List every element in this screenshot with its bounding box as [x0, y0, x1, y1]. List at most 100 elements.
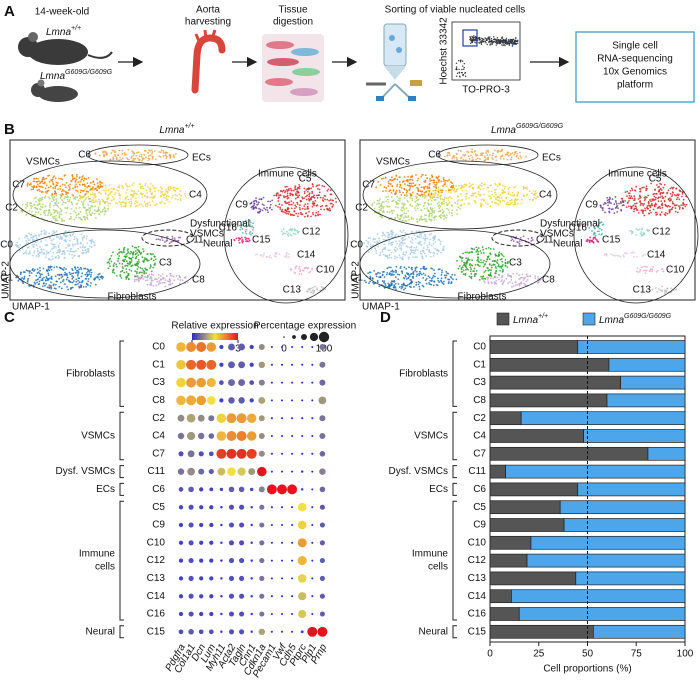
umap-point [164, 154, 167, 157]
umap-point [60, 213, 63, 216]
umap-point [71, 253, 73, 256]
umap-point [404, 231, 407, 234]
cluster-label: C0 [0, 240, 13, 251]
umap-point [482, 198, 485, 201]
dot [178, 611, 184, 617]
umap-point [131, 159, 134, 162]
umap-point [57, 236, 60, 239]
umap-point [480, 259, 482, 261]
umap-point [420, 235, 423, 238]
umap-point [82, 244, 84, 246]
umap-point [496, 196, 498, 199]
umap-point [48, 196, 50, 199]
umap-point [494, 191, 497, 194]
umap-point [53, 199, 55, 202]
umap-point [38, 180, 40, 183]
umap-point [639, 201, 641, 203]
umap-point [134, 197, 137, 200]
umap-point [32, 245, 35, 248]
umap-point [402, 276, 405, 279]
flow-dot [517, 42, 519, 44]
umap-point [398, 176, 401, 179]
row-label: C13 [147, 573, 166, 584]
umap-point [436, 181, 438, 184]
umap-point [441, 271, 443, 274]
umap-point [381, 280, 384, 282]
dot [319, 415, 326, 422]
umap-point [644, 253, 647, 256]
flow-dot [505, 37, 508, 40]
umap-point [638, 194, 641, 197]
umap-point [479, 202, 482, 205]
umap-point [380, 207, 383, 210]
umap-point [471, 264, 474, 267]
umap-point [425, 214, 428, 217]
umap-point [133, 280, 136, 283]
umap-point [630, 230, 633, 233]
umap-point [431, 276, 434, 279]
umap-point [412, 271, 415, 273]
umap-point [53, 266, 56, 269]
umap-point [627, 205, 630, 208]
umap-point [415, 173, 417, 176]
umap-point [85, 248, 87, 251]
umap-point [424, 237, 427, 240]
umap-point [293, 207, 296, 210]
umap-point [432, 195, 435, 198]
bar-segment [530, 535, 686, 550]
flow-dot [514, 42, 517, 44]
umap-point [255, 207, 258, 210]
umap-point [43, 229, 46, 232]
umap-point [297, 212, 300, 215]
umap-point [625, 206, 628, 209]
umap-point [420, 193, 423, 196]
umap-point [536, 196, 539, 198]
umap-point [500, 258, 503, 260]
umap-point [160, 200, 163, 203]
umap-point [109, 158, 112, 161]
umap-point [388, 286, 391, 289]
dot [199, 540, 204, 545]
umap-point [448, 190, 451, 193]
dot [270, 417, 273, 420]
umap-point [245, 221, 248, 224]
umap-point [90, 240, 93, 242]
flow-dot [458, 71, 460, 73]
umap-point [61, 280, 64, 283]
umap-point [41, 198, 44, 201]
umap-point [479, 158, 481, 160]
umap-point [494, 275, 496, 278]
dot [236, 431, 247, 441]
umap-point [661, 202, 664, 205]
umap-point [675, 204, 678, 207]
umap-point [641, 186, 644, 189]
umap-point [102, 151, 104, 154]
umap-point [141, 159, 144, 162]
umap-point [83, 218, 86, 221]
umap-point [430, 193, 433, 196]
dot [297, 520, 307, 530]
umap-point [405, 193, 408, 196]
umap-point [516, 241, 519, 243]
umap-point [675, 288, 678, 291]
umap-point [663, 183, 666, 186]
umap-point [367, 240, 369, 243]
umap-point [85, 192, 88, 195]
umap-point [392, 286, 395, 289]
umap-point [116, 202, 119, 205]
umap-point [414, 250, 417, 252]
umap-point [415, 230, 418, 233]
umap-point [484, 156, 487, 159]
umap-point [74, 243, 76, 246]
bar-segment [489, 624, 594, 639]
umap-point [477, 185, 480, 188]
umap-point [49, 202, 52, 205]
umap-point [381, 274, 384, 277]
umap-point [51, 248, 54, 250]
umap-point [322, 200, 325, 202]
umap-point [120, 201, 122, 204]
umap-point [467, 155, 470, 158]
umap-point [176, 194, 179, 197]
umap-point [441, 282, 444, 284]
umap-point [677, 205, 680, 207]
